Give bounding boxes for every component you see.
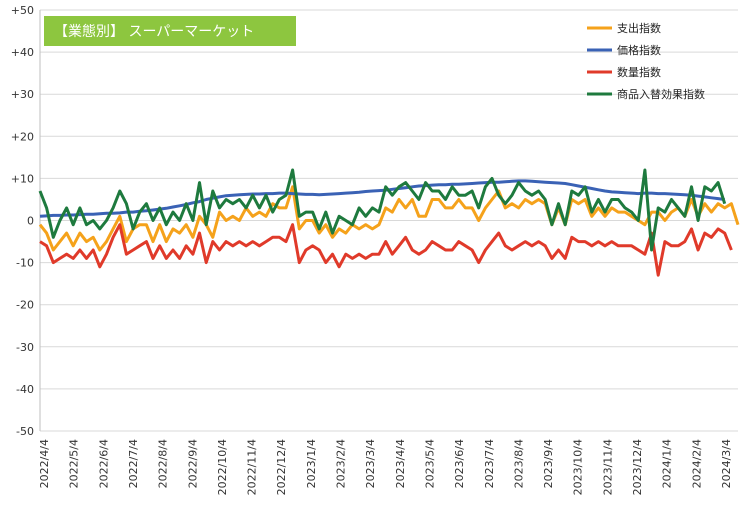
x-tick-label: 2022/9/4 — [186, 439, 199, 488]
y-tick-label: -10 — [16, 257, 34, 270]
x-tick-label: 2022/12/4 — [275, 439, 288, 495]
y-tick-label: -20 — [16, 299, 34, 312]
x-tick-label: 2023/11/4 — [601, 439, 614, 495]
x-tick-label: 2023/4/4 — [394, 439, 407, 488]
chart-title: 【業態別】 スーパーマーケット — [54, 24, 254, 40]
y-tick-label: -50 — [16, 425, 34, 438]
x-tick-label: 2023/12/4 — [631, 439, 644, 495]
grid-lines — [39, 9, 738, 432]
y-tick-label: -40 — [16, 383, 34, 396]
y-tick-label: 0 — [27, 215, 34, 228]
chart-title-badge: 【業態別】 スーパーマーケット — [44, 16, 296, 46]
x-tick-label: 2023/10/4 — [572, 439, 585, 495]
x-tick-label: 2022/11/4 — [246, 439, 259, 495]
legend-label: 価格指数 — [617, 43, 661, 57]
x-tick-label: 2023/3/4 — [364, 439, 377, 488]
x-tick-label: 2024/3/4 — [720, 439, 733, 488]
title-badge-bg — [44, 16, 296, 46]
x-tick-label: 2023/7/4 — [483, 439, 496, 488]
y-tick-label: +20 — [11, 130, 34, 143]
x-tick-label: 2022/5/4 — [68, 439, 81, 488]
x-tick-label: 2023/5/4 — [424, 439, 437, 488]
y-tick-label: +50 — [11, 4, 34, 17]
x-tick-label: 2024/1/4 — [661, 439, 674, 488]
series-line-1 — [39, 179, 725, 218]
legend-label: 数量指数 — [617, 65, 661, 79]
x-tick-label: 2022/10/4 — [216, 439, 229, 495]
series-line-3 — [38, 168, 727, 252]
legend-label: 支出指数 — [617, 21, 661, 35]
y-axis-ticks: +50 +40 +30 +20 +10 0 -10 -20 -30 -40 -50 — [11, 4, 34, 438]
x-tick-label: 2023/1/4 — [305, 439, 318, 488]
y-tick-label: -30 — [16, 341, 34, 354]
series-line-2 — [39, 223, 733, 277]
x-tick-label: 2022/7/4 — [127, 439, 140, 488]
x-tick-label: 2023/8/4 — [512, 439, 525, 488]
x-tick-label: 2023/9/4 — [542, 439, 555, 488]
x-tick-label: 2022/4/4 — [38, 439, 51, 488]
series-lines — [38, 168, 740, 277]
x-tick-label: 2022/8/4 — [157, 439, 170, 488]
y-tick-label: +30 — [11, 88, 34, 101]
y-tick-label: +40 — [11, 46, 34, 59]
x-axis-ticks: 2022/4/4 2022/5/4 2022/6/4 2022/7/4 2022/8/4… — [38, 439, 733, 495]
y-tick-label: +10 — [11, 172, 34, 185]
legend-label: 商品入替効果指数 — [617, 87, 705, 101]
x-tick-label: 2024/2/4 — [690, 439, 703, 488]
x-tick-label: 2023/2/4 — [335, 439, 348, 488]
x-tick-label: 2023/6/4 — [453, 439, 466, 488]
series-line-0 — [38, 185, 740, 252]
x-tick-label: 2022/6/4 — [97, 439, 110, 488]
